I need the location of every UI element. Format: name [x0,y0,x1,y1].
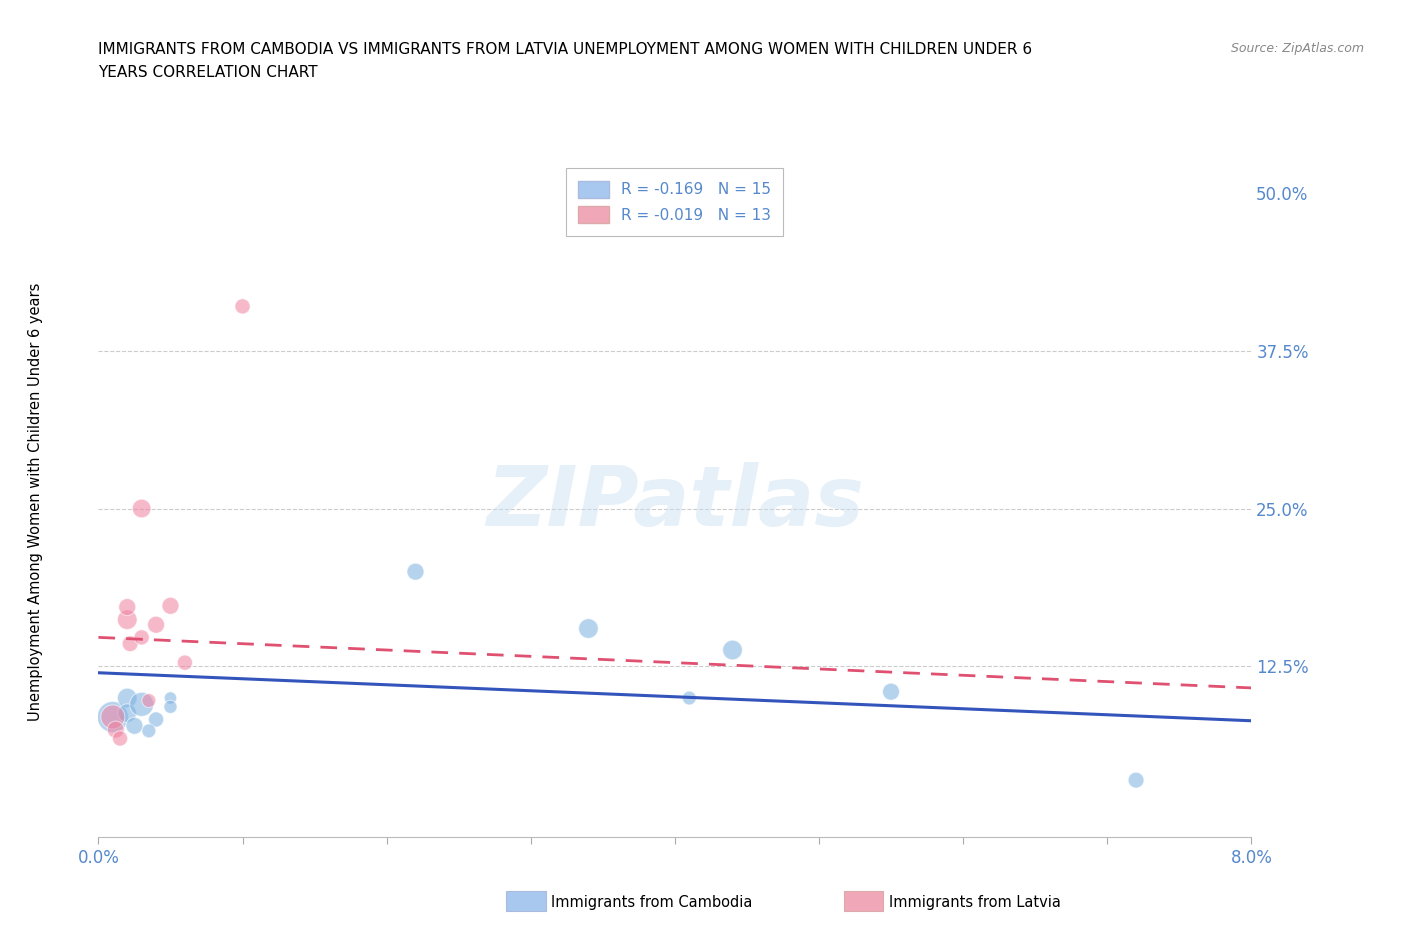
Text: ZIPatlas: ZIPatlas [486,461,863,543]
Point [124,718,146,733]
Text: Unemployment Among Women with Children Under 6 years: Unemployment Among Women with Children U… [28,283,42,722]
Point [131,501,153,516]
Point [159,699,181,714]
Point [120,636,142,651]
Point [117,706,138,721]
Point [131,630,153,644]
Point [101,710,124,724]
Text: YEARS CORRELATION CHART: YEARS CORRELATION CHART [98,65,318,80]
Point [1125,773,1147,788]
Point [159,691,181,706]
Point [145,618,167,632]
Point [101,710,124,724]
Point [117,600,138,615]
Point [405,565,427,579]
Point [117,691,138,706]
Text: Immigrants from Latvia: Immigrants from Latvia [889,895,1060,910]
Point [138,724,160,738]
Point [678,691,700,706]
Point [578,621,600,636]
Point [117,612,138,627]
Point [138,693,160,708]
Point [721,643,744,658]
Point [108,731,131,746]
Point [231,299,254,313]
Point [131,697,153,711]
Point [145,712,167,727]
Point [159,598,181,613]
Legend: R = -0.169   N = 15, R = -0.019   N = 13: R = -0.169 N = 15, R = -0.019 N = 13 [567,168,783,235]
Point [174,656,197,671]
Text: Immigrants from Cambodia: Immigrants from Cambodia [551,895,752,910]
Point [880,684,903,699]
Text: IMMIGRANTS FROM CAMBODIA VS IMMIGRANTS FROM LATVIA UNEMPLOYMENT AMONG WOMEN WITH: IMMIGRANTS FROM CAMBODIA VS IMMIGRANTS F… [98,42,1032,57]
Point [104,723,127,737]
Text: Source: ZipAtlas.com: Source: ZipAtlas.com [1230,42,1364,55]
